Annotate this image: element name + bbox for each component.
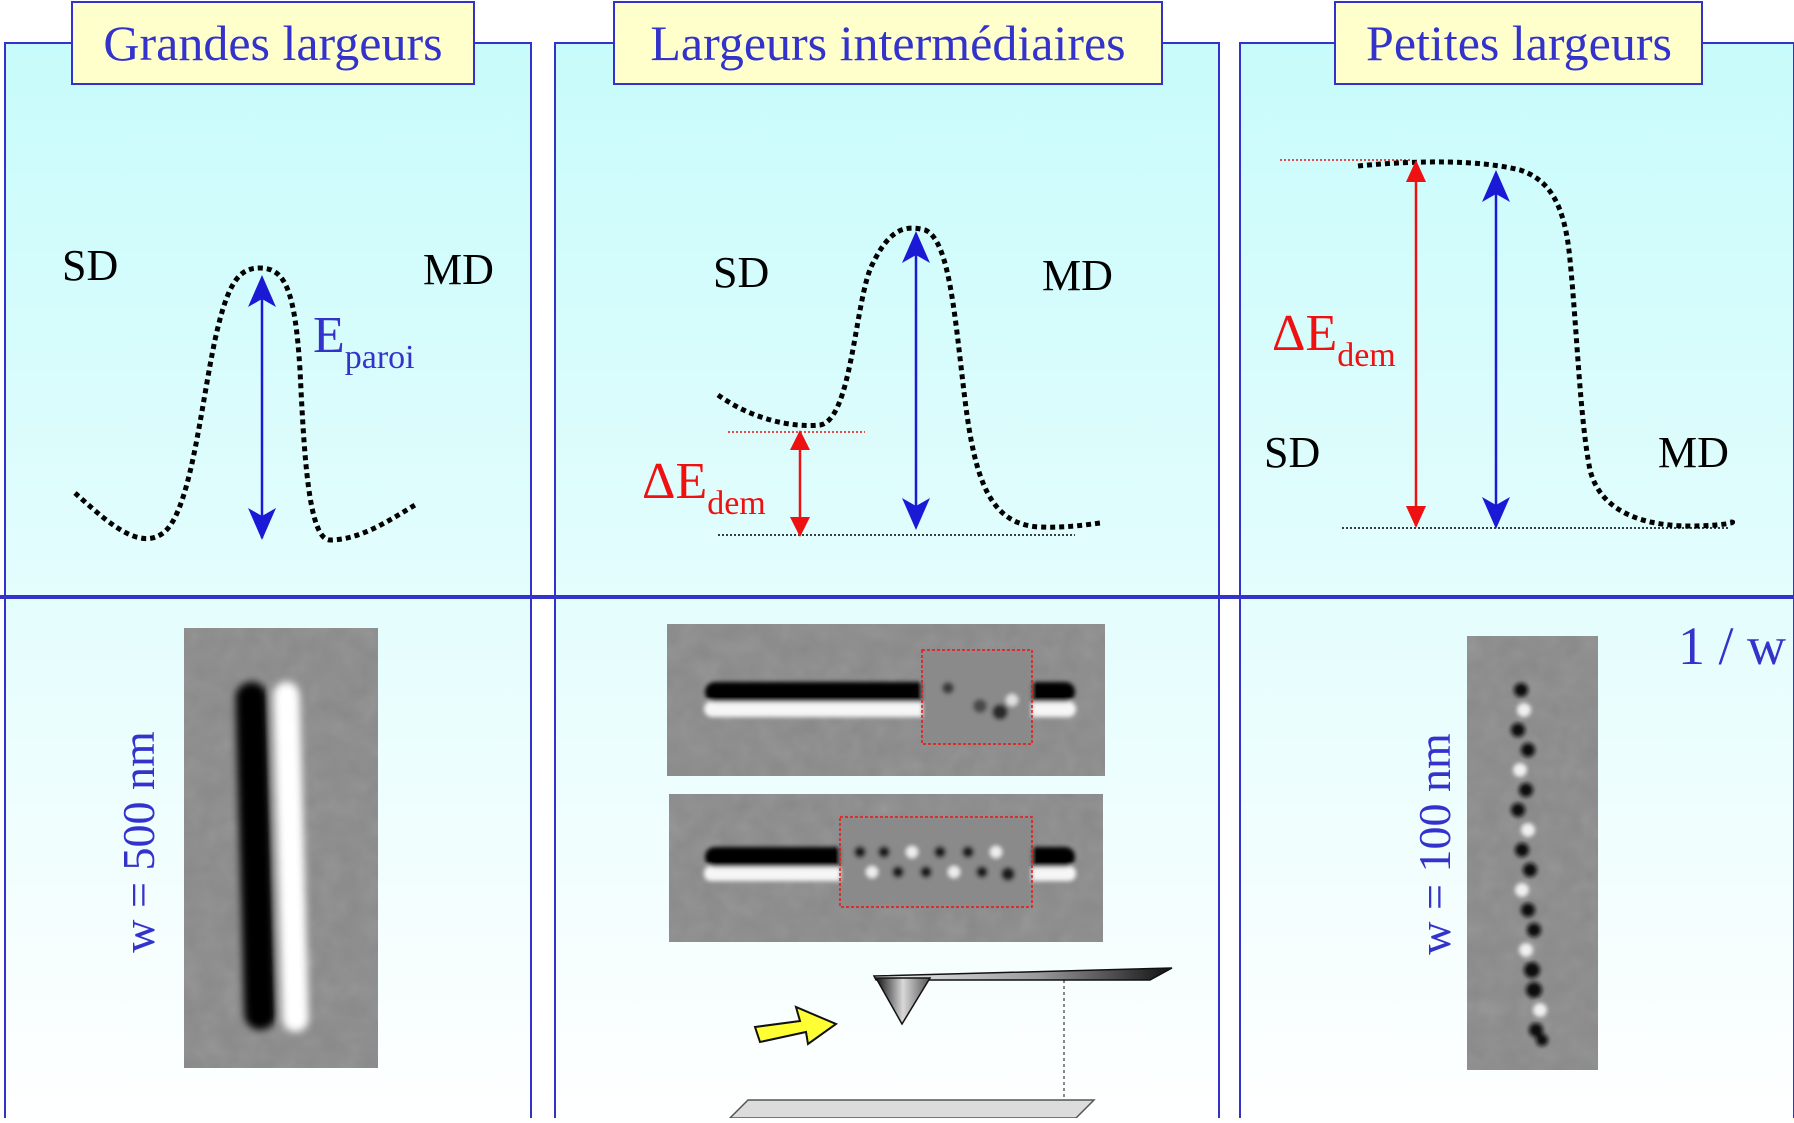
panel-1-sd-label: SD: [62, 241, 118, 290]
panel-2-demag-head-bottom: [790, 517, 810, 537]
panel-2-energy-curve: [716, 225, 1101, 530]
panel-2-title-box: [613, 1, 1163, 85]
panel-1-md-label: MD: [423, 245, 494, 294]
panel-1-title: Grandes largeurs: [103, 15, 442, 71]
panel-3-arrow-head-bottom: [1482, 497, 1510, 529]
panel-1-mfm-image: [184, 628, 378, 1068]
panel-frame-2: [554, 42, 1220, 1123]
panel-2-arrow-head-bottom: [902, 498, 930, 530]
panel-2-md-label: MD: [1042, 251, 1113, 300]
panel-1-energy-label: Eparoi: [313, 307, 415, 376]
panel-2-delta-label: ΔEdem: [642, 453, 766, 522]
panel-1-width-label: w = 500 nm: [113, 731, 164, 953]
panel-3-energy-curve: [1357, 159, 1735, 529]
panel-3-title-box: [1334, 1, 1703, 85]
panel-3-sd-label: SD: [1264, 428, 1320, 477]
panel-3-arrow-head-top: [1482, 170, 1510, 202]
inverse-width-axis-label: 1 / w: [1678, 616, 1786, 676]
panel-1-energy-curve: [73, 265, 417, 543]
panel-1-arrow-head-bottom: [248, 508, 276, 540]
panel-3-md-label: MD: [1658, 428, 1729, 477]
mfm-tip-icon: [728, 967, 1173, 1119]
panel-2-mfm-image-top: [667, 624, 1105, 776]
panel-3-title: Petites largeurs: [1366, 15, 1672, 71]
panel-3-delta-label: ΔEdem: [1272, 305, 1396, 374]
yellow-arrow-icon: [753, 1005, 839, 1046]
panel-2-sd-label: SD: [713, 248, 769, 297]
panel-3-mfm-image: [1467, 636, 1598, 1070]
panel-1-arrow-head-top: [248, 275, 276, 307]
panel-3-demag-head-bottom: [1406, 506, 1426, 528]
panel-2-arrow-head-top: [902, 231, 930, 263]
panel-1-title-box: [71, 1, 475, 85]
panel-2-mfm-image-bottom: [669, 794, 1103, 942]
panel-3-width-label: w = 100 nm: [1409, 733, 1460, 955]
panel-2-demag-head-top: [790, 430, 810, 450]
panel-3-demag-head-top: [1406, 160, 1426, 182]
panel-2-title: Largeurs intermédiaires: [650, 15, 1125, 71]
